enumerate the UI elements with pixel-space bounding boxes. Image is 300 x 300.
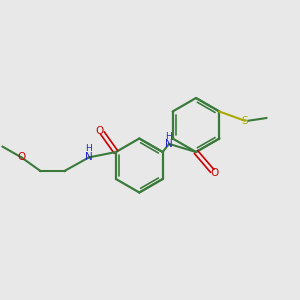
Text: H: H [85, 144, 92, 153]
Text: N: N [85, 152, 93, 162]
Text: H: H [165, 132, 171, 141]
Text: N: N [165, 139, 173, 149]
Text: O: O [95, 126, 104, 136]
Text: O: O [17, 152, 26, 162]
Text: S: S [242, 116, 248, 126]
Text: O: O [210, 168, 218, 178]
